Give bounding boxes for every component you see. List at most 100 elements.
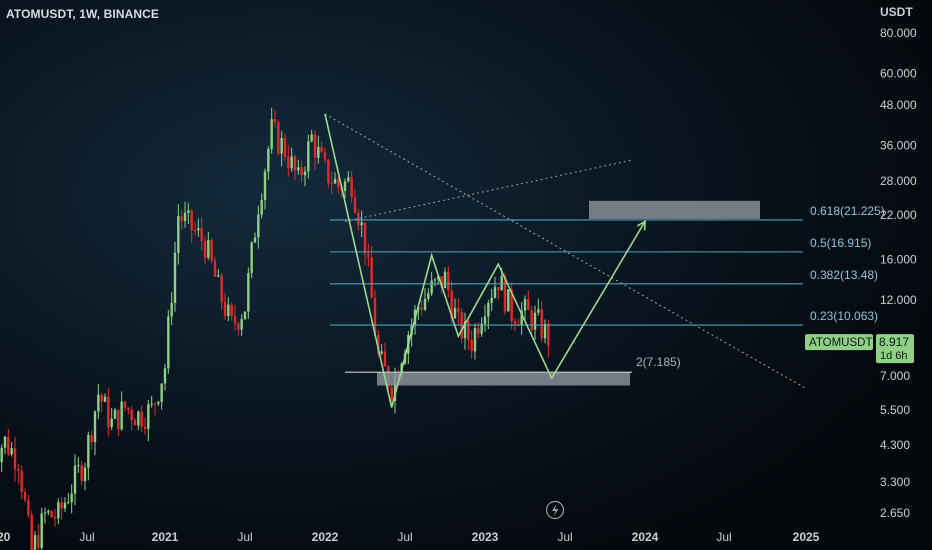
candle-body [237, 323, 240, 330]
candle-body [77, 465, 80, 467]
candle-body [393, 374, 397, 402]
support-level-label: 2(7.185) [636, 355, 681, 369]
candle-body [100, 394, 103, 402]
candle-body [157, 401, 160, 404]
lightning-icon[interactable] [545, 500, 565, 520]
price-axis[interactable]: USDT 80.000 60.000 48.000 36.000 28.000 22.000… [805, 5, 917, 520]
price-tick-label: 2.650 [880, 506, 910, 520]
fib-level-label: 0.618(21.225) [810, 204, 885, 218]
candle-body [190, 210, 193, 231]
candle-body [420, 307, 423, 310]
descending-trendline[interactable] [324, 113, 806, 389]
candle-body [227, 304, 230, 316]
candle-body [547, 323, 550, 346]
candle-body [363, 222, 367, 254]
time-tick-label: Jul [716, 530, 731, 544]
time-tick-label: Jul [79, 530, 94, 544]
time-tick-label: 2023 [472, 530, 499, 544]
time-tick-label: 2025 [793, 530, 820, 544]
candle-body [173, 252, 177, 303]
time-tick-label: 2021 [152, 530, 179, 544]
candle-body [133, 420, 137, 426]
time-axis[interactable]: 2020 Jul 2021 Jul 2022 Jul 2023 Jul 2024 Jul 2025 [0, 530, 820, 544]
candle-body [360, 222, 363, 226]
candle-body [367, 253, 370, 258]
candle-body [390, 387, 393, 402]
candle-body [423, 298, 427, 310]
candle-body [37, 535, 40, 548]
candle-body [33, 535, 37, 550]
candle-body [280, 137, 283, 154]
candle-body [103, 396, 107, 402]
candle-body [320, 146, 323, 152]
price-badge-bg [876, 334, 914, 364]
candle-body [483, 316, 487, 324]
candle-body [473, 327, 477, 352]
candle-body [260, 200, 263, 215]
candle-body [523, 299, 527, 311]
candle-body [270, 119, 273, 149]
candle-body [210, 240, 213, 261]
candle-body [300, 167, 303, 176]
projection-arrowhead[interactable] [636, 219, 646, 231]
candle-body [450, 290, 453, 319]
price-tick-label: 28.000 [880, 174, 917, 188]
candle-body [47, 511, 50, 513]
candle-body [17, 469, 20, 471]
time-tick-label: 2020 [0, 530, 11, 544]
price-tick-label: 7.000 [880, 369, 910, 383]
candle-body [120, 401, 123, 430]
price-tick-label: 5.500 [880, 403, 910, 417]
candle-body [287, 156, 290, 169]
price-tick-label: 22.000 [880, 208, 917, 222]
candle-body [3, 436, 7, 448]
candle-body [67, 502, 70, 504]
symbol-title[interactable]: ATOMUSDT, 1W, BINANCE [6, 7, 159, 21]
candle-body [0, 447, 3, 462]
candle-body [293, 156, 297, 171]
candle-body [107, 396, 110, 428]
candle-body [97, 394, 100, 412]
candle-body [530, 310, 533, 330]
candle-body [57, 502, 60, 519]
candle-body [357, 212, 360, 226]
drawings[interactable]: 0.618(21.225) 0.5(16.915) 0.382(13.48) 0.23… [324, 113, 885, 520]
target-zone[interactable] [589, 200, 760, 219]
candle-body [63, 502, 67, 509]
candle-body [297, 167, 300, 171]
time-tick-label: 2024 [632, 530, 659, 544]
candle-body [147, 404, 150, 429]
candle-body [430, 280, 433, 294]
candle-body [477, 327, 480, 334]
candle-body [240, 319, 243, 330]
candle-body [543, 323, 547, 339]
candle-body [80, 465, 83, 482]
candle-body [113, 409, 117, 419]
candles [0, 107, 550, 550]
candle-body [317, 146, 320, 158]
candle-body [153, 403, 157, 405]
candle-body [537, 309, 540, 313]
candle-body [70, 493, 73, 503]
lightning-icon-ring [545, 500, 565, 520]
candle-body [130, 409, 133, 421]
support-zone[interactable] [377, 372, 630, 386]
price-tick-label: 4.300 [880, 438, 910, 452]
price-axis-unit: USDT [880, 5, 913, 19]
last-price-symbol-tag[interactable]: ATOMUSDT [805, 334, 873, 351]
candle-body [490, 297, 493, 303]
candle-body [230, 304, 233, 317]
time-tick-label: 2022 [312, 530, 339, 544]
candle-body [527, 299, 530, 311]
ascending-trendline[interactable] [344, 159, 634, 222]
candle-body [520, 310, 523, 326]
candle-body [163, 368, 167, 384]
candle-body [203, 241, 207, 258]
candle-body [533, 312, 537, 330]
candle-body [343, 181, 347, 191]
price-badge-value: 8.917 [879, 335, 909, 349]
projection-path[interactable] [324, 113, 646, 408]
